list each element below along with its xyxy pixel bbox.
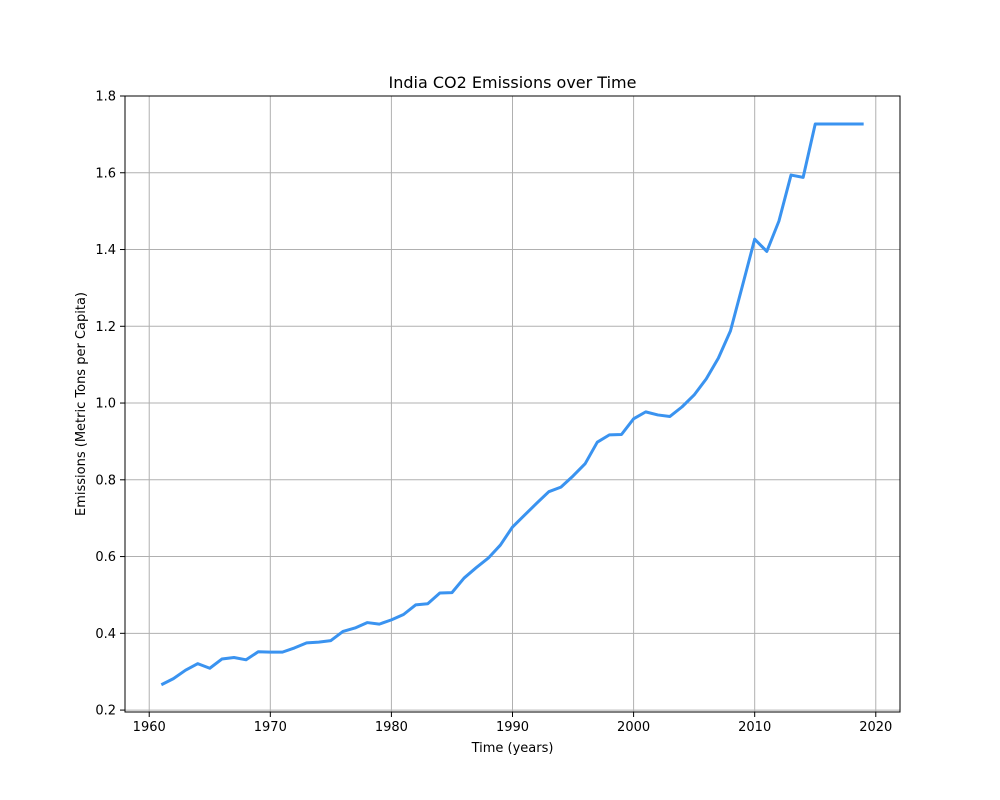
y-tick-label: 1.6 xyxy=(95,166,116,181)
y-tick-label: 0.4 xyxy=(95,627,116,642)
y-tick-label: 1.8 xyxy=(95,90,116,105)
y-tick-label: 0.2 xyxy=(95,704,116,719)
y-axis-label: Emissions (Metric Tons per Capita) xyxy=(74,292,89,516)
x-tick-label: 1960 xyxy=(133,720,166,735)
y-tick-label: 1.4 xyxy=(95,243,116,258)
x-tick-label: 1980 xyxy=(375,720,408,735)
y-tick-label: 1.0 xyxy=(95,397,116,412)
ticks-layer: 1960 1970 1980 1990 2000 2010 2020 0.2 0.4 0.6 0.8… xyxy=(95,90,892,736)
y-tick-label: 0.8 xyxy=(95,473,116,488)
y-tick-label: 1.2 xyxy=(95,320,116,335)
x-tick-label: 1970 xyxy=(254,720,287,735)
grid-lines xyxy=(125,95,900,712)
series-line xyxy=(160,122,864,687)
x-tick-label: 2000 xyxy=(617,720,650,735)
x-axis-label: Time (years) xyxy=(471,741,554,756)
series-layer xyxy=(160,122,864,687)
y-tick-label: 0.6 xyxy=(95,550,116,565)
chart-title: India CO2 Emissions over Time xyxy=(389,73,637,92)
x-tick-label: 2010 xyxy=(738,720,771,735)
x-tick-label: 2020 xyxy=(859,720,892,735)
x-tick-label: 1990 xyxy=(496,720,529,735)
